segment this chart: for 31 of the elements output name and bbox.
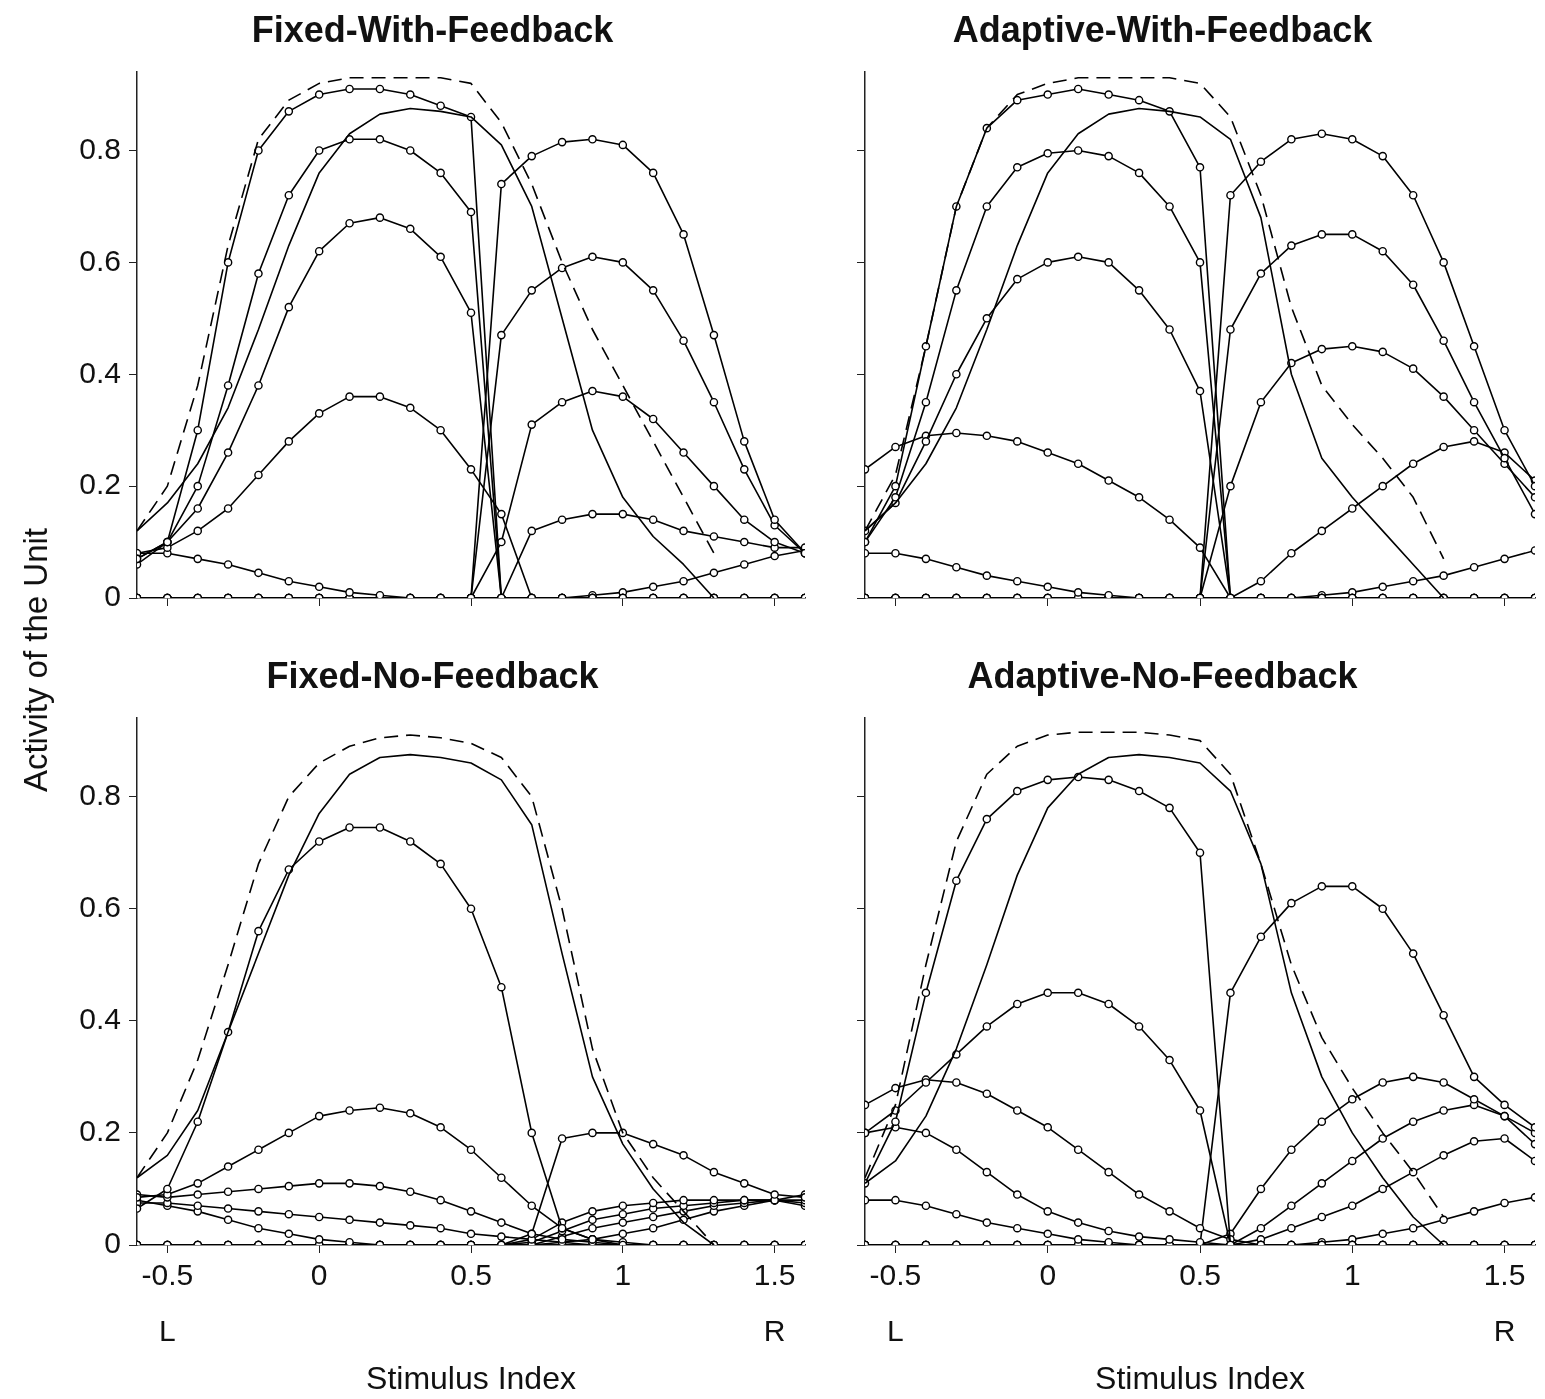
y-tick-label: 0.8 xyxy=(79,131,121,165)
text: L xyxy=(887,1314,904,1348)
chart-title: Adaptive-With-Feedback xyxy=(952,8,1374,50)
x-axis-title: Stimulus Index xyxy=(1095,1359,1305,1396)
chart-title: Fixed-No-Feedback xyxy=(266,654,600,696)
x-tick-label: 0.5 xyxy=(450,1258,492,1292)
x-axis-title: Stimulus Index xyxy=(366,1359,576,1396)
y-tick-label: 0.2 xyxy=(79,467,121,501)
text: R xyxy=(1493,1314,1516,1348)
text: R xyxy=(763,1314,786,1348)
x-tick-label: 1 xyxy=(614,1258,632,1292)
x-tick-label: -0.5 xyxy=(869,1258,922,1292)
x-tick-label: -0.5 xyxy=(141,1258,194,1292)
text: L xyxy=(159,1314,176,1348)
x-tick-label: 0 xyxy=(1039,1258,1057,1292)
y-tick-label: 0.4 xyxy=(79,1002,121,1036)
y-tick-label: 0.4 xyxy=(79,355,121,389)
y-tick-label: 0.6 xyxy=(79,243,121,277)
y-tick-label: 0 xyxy=(104,579,121,613)
chart-title: Fixed-With-Feedback xyxy=(251,8,615,50)
x-tick-label: 1.5 xyxy=(1483,1258,1526,1292)
y-axis-title: Activity of the Unit xyxy=(17,527,55,793)
x-tick-label: 0 xyxy=(310,1258,328,1292)
y-tick-label: 0.6 xyxy=(79,890,121,924)
y-tick-label: 0.8 xyxy=(79,777,121,811)
x-tick-label: 1.5 xyxy=(753,1258,796,1292)
x-tick-label: 0.5 xyxy=(1179,1258,1221,1292)
y-tick-label: 0 xyxy=(104,1226,121,1260)
y-tick-label: 0.2 xyxy=(79,1114,121,1148)
x-tick-label: 1 xyxy=(1343,1258,1361,1292)
chart-title: Adaptive-No-Feedback xyxy=(967,654,1359,696)
